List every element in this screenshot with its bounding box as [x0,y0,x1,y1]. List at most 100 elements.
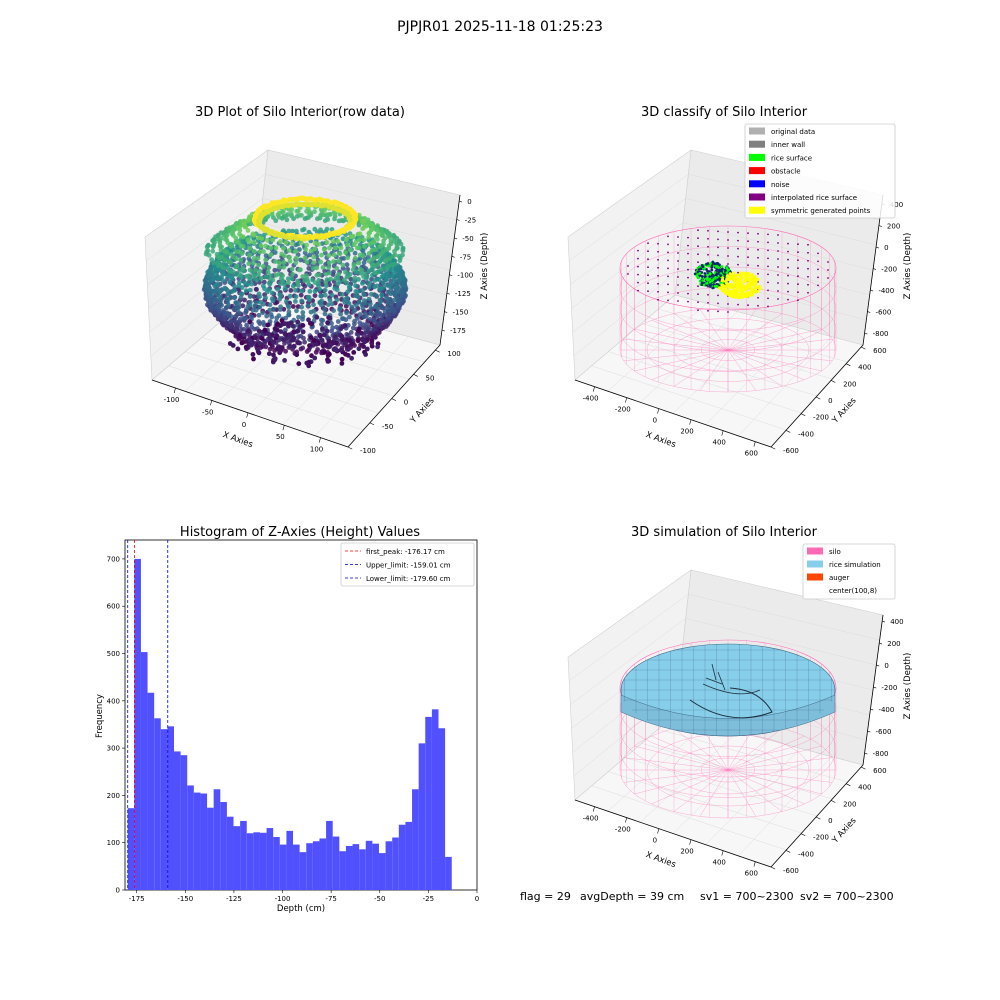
raw-3d-point [251,256,257,261]
histogram-bar [418,743,426,890]
raw-3d-point [375,254,381,260]
raw-3d-point [359,330,364,336]
raw-3d-z-tick-mark [459,200,463,203]
raw-3d-point [251,273,257,279]
raw-3d-point [378,318,384,324]
classify-3d-interp-point [817,284,819,287]
classify-3d-interp-point [787,266,789,269]
raw-3d-point [293,249,298,254]
classify-3d-grid-line [685,198,877,246]
raw-3d-point [222,249,228,254]
classify-3d-symmetric-point [751,277,755,281]
histogram-x-tick-label: 0 [475,895,479,903]
raw-3d-z-tick-label: -125 [455,290,471,298]
classify-3d-interp-point [827,277,829,279]
classify-3d-x-ticks: -400 -200 0 200 400 600 [583,386,758,458]
classify-3d-interp-point [637,281,639,284]
raw-3d-point [282,286,288,291]
raw-3d-point [377,244,383,250]
raw-3d-x-ticks: -100 -50 0 50 100 [164,387,323,454]
classify-3d-rice-point [710,268,714,272]
raw-3d-point [345,352,351,358]
classify-3d-z-tick-mark [873,268,877,270]
classify-3d-y-tick-label: -400 [798,430,814,438]
classify-3d-x-tick-mark [657,408,660,414]
raw-3d-point [315,347,320,352]
raw-3d-point [222,285,228,291]
raw-3d-point [264,237,270,243]
raw-3d-point [376,330,382,335]
histogram-bar [306,843,313,890]
raw-3d-point [323,280,329,285]
raw-3d-point [263,257,268,263]
classify-3d-symmetric-point [721,276,725,280]
raw-3d-point [356,299,362,305]
raw-3d-point [312,293,318,298]
raw-3d-point [206,299,212,305]
raw-3d-y-tick-label: 50 [426,374,435,382]
raw-3d-point [357,320,363,326]
raw-3d-point [338,245,344,251]
classify-3d-rice-point [708,264,711,268]
classify-3d-interp-point [737,231,739,234]
raw-3d-point [249,342,254,348]
classify-3d-interp-point [767,249,769,252]
raw-3d-point [304,259,310,265]
classify-3d-rice-point [721,267,724,271]
raw-3d-point [239,340,245,346]
simulation-3d-x-tick-mark [689,839,692,845]
raw-3d-point [277,210,282,216]
simulation-3d-legend-frame [802,543,896,600]
raw-3d-z-tick-mark [446,292,450,295]
classify-3d-symmetric-point [733,274,736,278]
raw-3d-point [268,252,274,258]
raw-3d-point [248,299,253,305]
classify-3d-interp-point [787,258,789,261]
classify-3d-symmetric-point [730,274,734,278]
histogram-ylabel: Frequency [95,694,105,738]
raw-3d-point [237,323,243,329]
raw-3d-point [257,268,263,274]
raw-3d-point [339,356,345,362]
classify-3d-rice-point [714,279,717,283]
classify-3d-legend-label: rice surface [771,154,812,162]
simulation-3d-title: 3D simulation of Silo Interior [631,525,818,540]
raw-3d-point [235,346,241,352]
raw-3d-point [238,243,244,249]
raw-3d-point [269,290,275,296]
raw-3d-point [339,218,345,223]
classify-3d-y-axis-line [770,344,864,448]
raw-3d-point [325,320,330,326]
classify-3d-interp-point [667,283,669,286]
raw-3d-point [222,257,228,263]
raw-3d-z-tick-mark [441,329,445,332]
raw-3d-point [232,295,237,301]
raw-3d-point [256,312,262,318]
raw-3d-point [305,294,311,300]
simulation-3d-y-tick-mark [845,783,851,787]
simulation-3d-crater-contour [702,683,761,695]
simulation-3d-grid-line [570,618,686,705]
raw-3d-point [370,327,376,332]
raw-3d-z-tick-mark [451,256,455,258]
classify-3d-rice-point [708,272,712,275]
raw-3d-point [382,309,388,314]
raw-3d-point [356,260,362,266]
raw-3d-point [311,260,317,266]
classify-3d-interp-point [757,256,759,259]
classify-3d-interp-point [667,299,669,302]
simulation-3d-x-axis-line [574,799,772,868]
raw-3d-point [249,324,255,330]
raw-3d-point [260,310,266,316]
raw-3d-point [362,244,367,249]
simulation-3d-z-tick-mark [867,730,871,733]
classify-3d-interp-point [717,230,719,233]
histogram-legend-label: Upper_limit: -159.01 cm [366,562,451,570]
classify-3d-rice-point [698,272,702,275]
histogram-y-tick-label: 300 [107,745,120,753]
histogram-bar [398,824,406,890]
histogram-bar [279,844,287,890]
classify-3d-interp-point [707,301,709,304]
raw-3d-point [291,335,297,341]
raw-3d-point [287,258,293,264]
